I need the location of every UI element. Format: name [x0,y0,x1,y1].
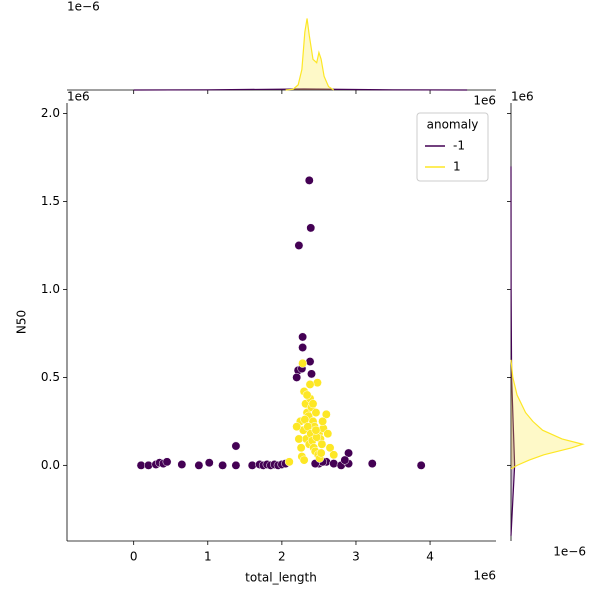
point [294,241,304,250]
point [329,450,339,460]
point [284,457,294,467]
legend-label: -1 [453,139,465,153]
point [299,455,309,465]
point [308,399,318,409]
point [344,448,354,458]
point [367,459,377,469]
point [194,460,204,470]
kde-fill [285,18,334,91]
point [298,343,308,352]
kde-line [510,166,516,536]
point [311,425,321,435]
point [231,460,241,470]
legend-title: anomaly [427,118,479,132]
y-axis-label: N50 [15,310,29,334]
point [329,459,339,469]
point [304,175,314,185]
x-tick-label: 4 [426,550,434,564]
x-tick-label: 1 [204,550,212,564]
y-offset: 1e6 [511,90,534,104]
kde-line [285,18,335,91]
point [321,409,331,419]
kde-line [510,359,585,470]
point [416,460,426,470]
point [162,457,172,467]
point [302,390,312,400]
point [323,429,333,439]
point [247,460,257,470]
point [318,416,328,426]
point [305,357,315,367]
point [294,434,304,444]
legend-box [416,112,489,182]
point [311,408,321,418]
y-offset: 1e6 [67,90,90,104]
x-offset: 1e6 [473,569,496,583]
point [136,460,146,470]
point [306,223,316,233]
point [296,443,306,453]
legend-label: 1 [453,160,461,174]
point [231,441,241,451]
point [316,448,326,458]
point [317,439,327,449]
point [298,358,308,368]
y-tick-label: 0.0 [41,458,60,472]
point [218,460,228,470]
point [292,422,302,432]
x-tick-label: 3 [352,550,360,564]
point [305,379,315,389]
point [298,332,308,342]
y-tick-label: 0.5 [41,370,60,384]
x-tick-label: 0 [130,550,138,564]
point [307,369,316,379]
x-axis-label: total_length [245,571,317,585]
y-tick-label: 1.0 [41,282,60,296]
marginal-offset: 1e−6 [67,0,100,14]
point [177,460,187,469]
y-tick-label: 1.5 [41,194,60,208]
point [292,372,302,382]
kde-line [133,88,468,91]
point [325,443,335,453]
point [204,458,214,468]
point [144,460,153,470]
x-tick-label: 2 [278,550,286,564]
x-offset: 1e6 [473,94,496,108]
point [340,455,350,465]
point [312,378,322,388]
kde-fill [511,359,583,469]
marginal-offset: 1e−6 [553,545,586,559]
y-tick-label: 2.0 [41,106,60,120]
